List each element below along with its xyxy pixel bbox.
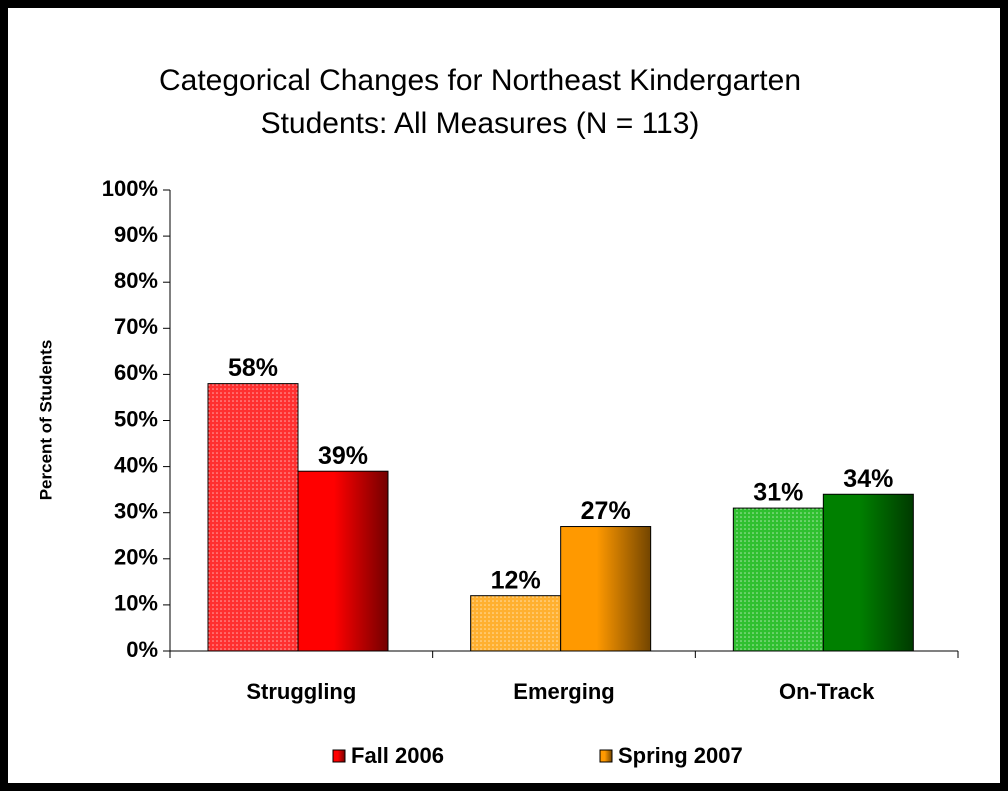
bar [732, 507, 824, 652]
y-tick-label: 70% [114, 314, 158, 339]
data-label: 39% [318, 442, 368, 470]
y-tick-label: 100% [102, 176, 158, 201]
data-label: 12% [491, 566, 541, 594]
y-tick-label: 60% [114, 360, 158, 385]
chart-title: Students: All Measures (N = 113) [261, 107, 700, 140]
data-label: 31% [753, 479, 803, 507]
bar [207, 383, 299, 652]
y-tick-label: 50% [114, 406, 158, 431]
y-tick-label: 90% [114, 222, 158, 247]
x-tick-label: Struggling [246, 679, 356, 704]
y-tick-label: 0% [126, 637, 158, 662]
y-tick-label: 10% [114, 591, 158, 616]
legend-swatch [599, 749, 613, 763]
bar [560, 526, 652, 652]
legend-swatch [332, 749, 346, 763]
data-label: 34% [843, 465, 893, 493]
y-tick-label: 30% [114, 499, 158, 524]
data-label: 27% [581, 497, 631, 525]
legend-label: Fall 2006 [351, 743, 444, 768]
bar [470, 595, 562, 652]
y-tick-label: 80% [114, 268, 158, 293]
chart-title: Categorical Changes for Northeast Kinder… [159, 64, 801, 97]
y-tick-label: 40% [114, 452, 158, 477]
bar [822, 493, 914, 652]
data-label: 58% [228, 354, 278, 382]
bar [297, 470, 389, 652]
x-tick-label: Emerging [513, 679, 614, 704]
y-axis-label: Percent of Students [36, 340, 55, 501]
y-tick-label: 20% [114, 545, 158, 570]
legend-label: Spring 2007 [618, 743, 743, 768]
x-tick-label: On-Track [779, 679, 875, 704]
